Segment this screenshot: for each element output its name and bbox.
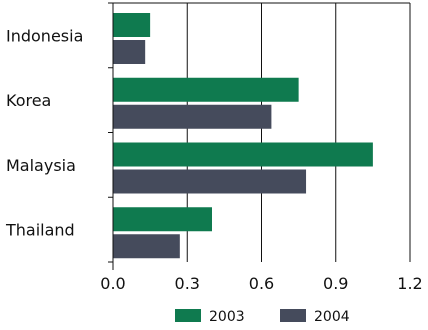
bar-layer [113,13,373,259]
x-tick-label: 0.3 [175,274,200,293]
legend-swatch-2004 [280,309,306,322]
x-tick-label: 0.6 [249,274,274,293]
category-label: Indonesia [6,26,83,45]
grid-layer [186,3,411,262]
label-layer: 0.0 0.3 0.6 0.9 1.2 Indonesia Korea Malaysia Tha… [5,26,423,293]
legend-swatch-2003 [175,309,201,322]
x-tick-label: 0.9 [323,274,348,293]
bar-thailand-2004 [113,234,180,259]
category-label: Malaysia [6,156,76,175]
bar-malaysia-2004 [113,169,307,194]
bar-indonesia-2003 [113,13,151,37]
bar-korea-2003 [113,77,299,102]
axis-layer [108,2,410,270]
category-label: Thailand [5,221,75,240]
bar-malaysia-2003 [113,142,373,167]
legend-label-2004: 2004 [314,309,350,325]
bar-thailand-2003 [113,207,212,232]
x-tick-label: 0.0 [100,274,125,293]
category-label: Korea [6,91,51,110]
legend: 2003 2004 [175,309,350,325]
bar-korea-2004 [113,104,272,129]
legend-label-2003: 2003 [209,309,245,325]
bar-indonesia-2004 [113,40,146,64]
x-tick-label: 1.2 [397,274,422,293]
